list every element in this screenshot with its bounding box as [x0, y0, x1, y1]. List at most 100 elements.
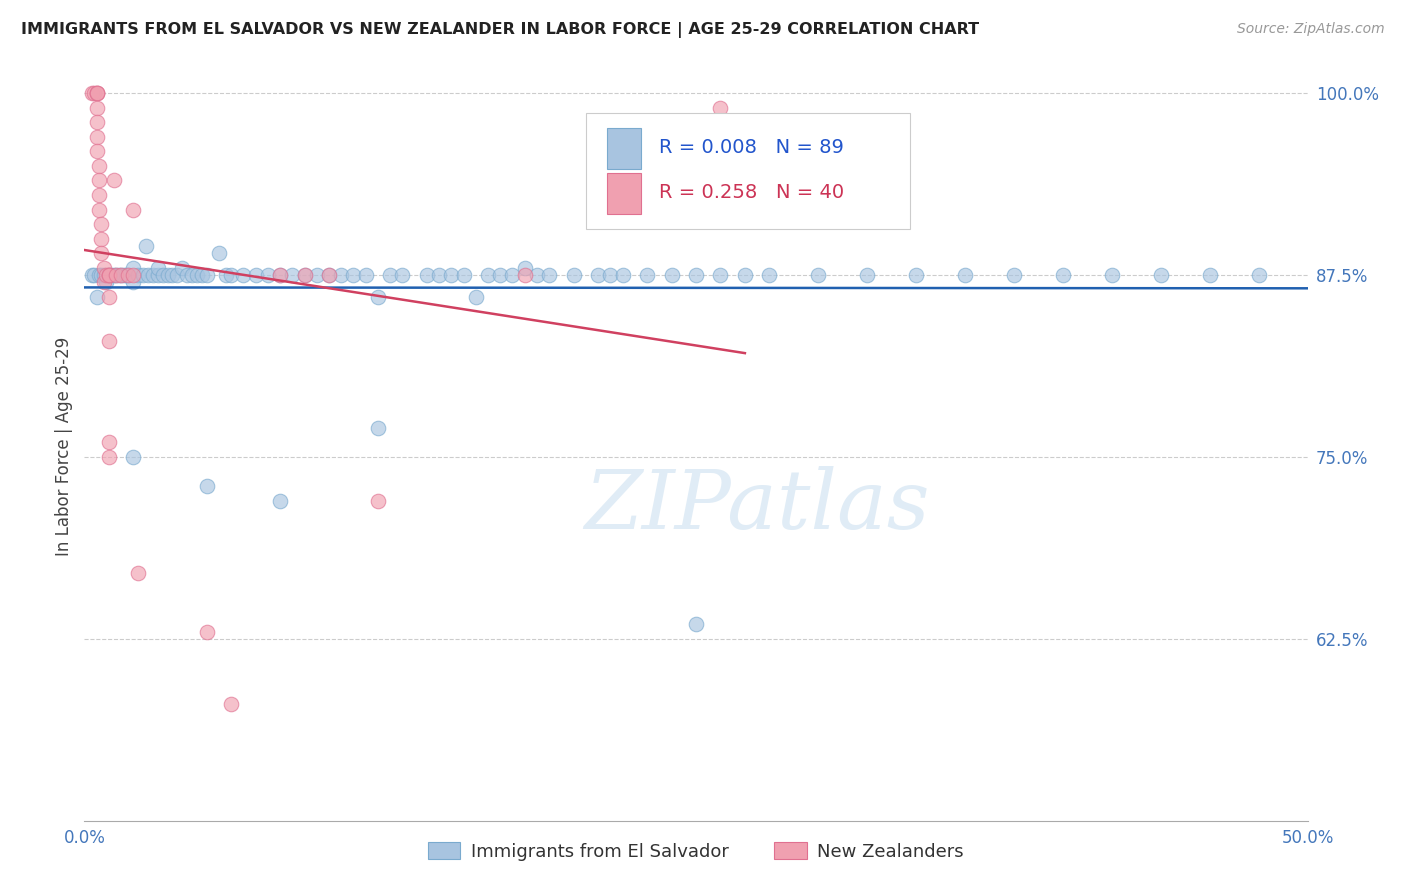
Point: [112, 268, 135, 282]
Point: [342, 268, 364, 282]
Point: [86, 129, 108, 144]
Point: [97, 334, 120, 348]
Point: [305, 268, 328, 282]
Point: [281, 268, 304, 282]
Point: [110, 268, 132, 282]
Point: [105, 268, 128, 282]
Point: [105, 268, 128, 282]
Point: [90, 232, 112, 246]
Point: [195, 624, 218, 639]
Point: [87, 202, 110, 217]
Bar: [606, 172, 641, 214]
Point: [86, 145, 108, 159]
Legend: Immigrants from El Salvador, New Zealanders: Immigrants from El Salvador, New Zealand…: [420, 835, 972, 868]
Point: [269, 493, 291, 508]
Point: [86, 86, 108, 100]
Point: [87, 268, 110, 282]
Point: [93, 268, 115, 282]
Point: [90, 246, 112, 260]
Point: [1247, 268, 1270, 282]
Point: [318, 268, 340, 282]
Point: [122, 260, 145, 275]
Point: [856, 268, 879, 282]
Point: [80, 86, 103, 100]
Point: [1052, 268, 1074, 282]
Point: [709, 268, 731, 282]
Text: R = 0.008   N = 89: R = 0.008 N = 89: [659, 138, 844, 157]
Point: [146, 260, 169, 275]
Point: [156, 268, 179, 282]
Point: [685, 268, 707, 282]
Point: [97, 268, 120, 282]
Point: [245, 268, 267, 282]
Point: [142, 268, 165, 282]
Point: [127, 268, 149, 282]
Text: ZIPatlas: ZIPatlas: [585, 466, 929, 546]
Point: [599, 268, 621, 282]
Point: [115, 268, 138, 282]
Point: [86, 101, 108, 115]
Point: [612, 268, 634, 282]
Point: [219, 698, 242, 712]
Point: [232, 268, 254, 282]
Point: [83, 268, 105, 282]
Point: [172, 260, 194, 275]
Point: [90, 217, 112, 231]
Point: [166, 268, 188, 282]
Point: [709, 101, 731, 115]
Point: [1150, 268, 1173, 282]
Point: [162, 268, 184, 282]
Point: [97, 268, 120, 282]
Point: [97, 268, 120, 282]
Point: [176, 268, 198, 282]
Point: [269, 268, 291, 282]
Point: [453, 268, 475, 282]
Point: [1101, 268, 1123, 282]
Point: [416, 268, 439, 282]
Point: [152, 268, 174, 282]
Point: [636, 268, 658, 282]
Point: [513, 260, 536, 275]
Point: [367, 290, 389, 304]
Point: [269, 268, 291, 282]
Point: [1198, 268, 1220, 282]
Point: [734, 268, 756, 282]
Point: [122, 268, 145, 282]
Point: [807, 268, 830, 282]
Point: [87, 159, 110, 173]
Point: [661, 268, 683, 282]
Point: [318, 268, 340, 282]
Point: [186, 268, 208, 282]
Point: [97, 450, 120, 464]
Point: [86, 290, 108, 304]
Point: [538, 268, 561, 282]
Point: [146, 268, 169, 282]
Point: [181, 268, 204, 282]
Point: [367, 493, 389, 508]
Point: [586, 268, 609, 282]
Point: [86, 115, 108, 129]
Point: [391, 268, 413, 282]
Point: [100, 268, 122, 282]
Point: [219, 268, 242, 282]
Point: [330, 268, 353, 282]
Point: [83, 86, 105, 100]
Point: [464, 290, 486, 304]
Point: [905, 268, 928, 282]
Point: [562, 268, 585, 282]
Point: [117, 268, 139, 282]
Point: [294, 268, 316, 282]
Point: [103, 173, 125, 187]
Point: [477, 268, 499, 282]
Point: [208, 246, 231, 260]
Bar: [606, 128, 641, 169]
Point: [107, 268, 129, 282]
Point: [87, 173, 110, 187]
Point: [440, 268, 463, 282]
Point: [97, 268, 120, 282]
Point: [489, 268, 512, 282]
Point: [513, 268, 536, 282]
Point: [97, 290, 120, 304]
Point: [96, 268, 118, 282]
Y-axis label: In Labor Force | Age 25-29: In Labor Force | Age 25-29: [55, 336, 73, 556]
